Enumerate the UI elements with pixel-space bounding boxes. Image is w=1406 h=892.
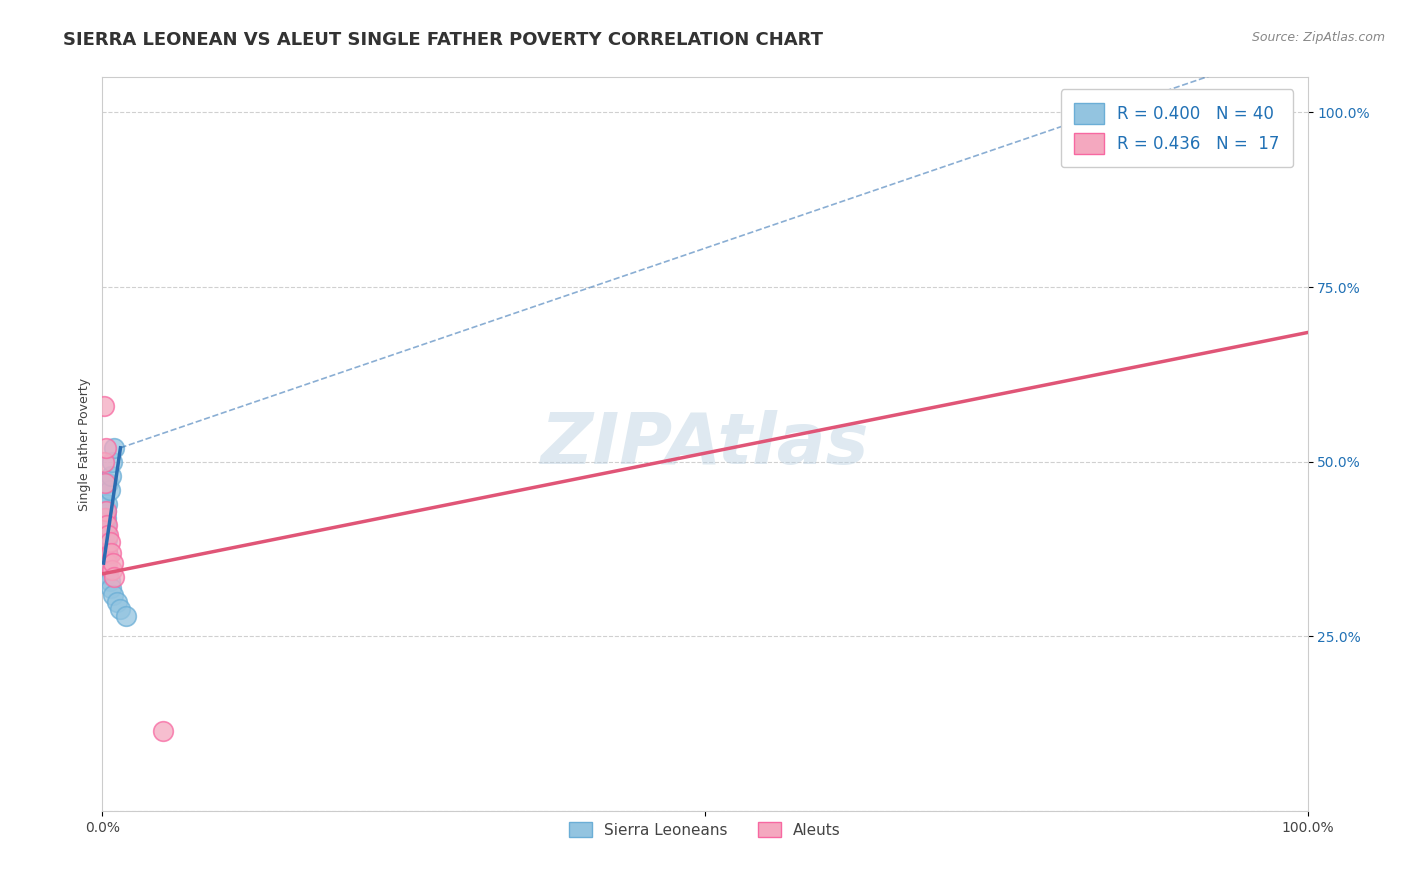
- Point: [96, 556, 118, 570]
- Point: [100, 546, 122, 560]
- Point: [96, 532, 118, 546]
- Point: [93, 528, 115, 542]
- Point: [94, 552, 117, 566]
- Point: [93, 524, 115, 539]
- Point: [103, 570, 125, 584]
- Point: [103, 588, 125, 602]
- Point: [94, 539, 117, 553]
- Point: [93, 504, 115, 518]
- Point: [103, 556, 125, 570]
- Point: [94, 546, 117, 560]
- Point: [94, 510, 117, 524]
- Y-axis label: Single Father Poverty: Single Father Poverty: [79, 377, 91, 511]
- Point: [94, 552, 117, 566]
- Point: [97, 549, 120, 563]
- Point: [96, 517, 118, 532]
- Point: [94, 507, 117, 521]
- Point: [96, 542, 118, 557]
- Point: [110, 601, 132, 615]
- Point: [93, 399, 115, 413]
- Point: [93, 532, 115, 546]
- Legend: Sierra Leoneans, Aleuts: Sierra Leoneans, Aleuts: [562, 815, 848, 844]
- Point: [115, 608, 138, 623]
- Point: [1236, 116, 1258, 130]
- Point: [101, 455, 124, 469]
- Text: Source: ZipAtlas.com: Source: ZipAtlas.com: [1251, 31, 1385, 45]
- Point: [94, 504, 117, 518]
- Point: [94, 504, 117, 518]
- Point: [94, 514, 117, 528]
- Point: [97, 475, 120, 490]
- Point: [152, 723, 174, 738]
- Point: [98, 535, 121, 549]
- Point: [94, 517, 117, 532]
- Point: [93, 455, 115, 469]
- Point: [94, 542, 117, 557]
- Point: [93, 517, 115, 532]
- Point: [96, 497, 118, 511]
- Point: [94, 500, 117, 515]
- Point: [97, 528, 120, 542]
- Point: [105, 594, 128, 608]
- Text: SIERRA LEONEAN VS ALEUT SINGLE FATHER POVERTY CORRELATION CHART: SIERRA LEONEAN VS ALEUT SINGLE FATHER PO…: [63, 31, 824, 49]
- Point: [93, 535, 115, 549]
- Point: [93, 510, 115, 524]
- Point: [1236, 116, 1258, 130]
- Point: [94, 510, 117, 524]
- Point: [98, 483, 121, 497]
- Text: ZIPAtlas: ZIPAtlas: [541, 409, 869, 479]
- Point: [94, 524, 117, 539]
- Point: [94, 475, 117, 490]
- Point: [100, 581, 122, 595]
- Point: [96, 546, 118, 560]
- Point: [94, 559, 117, 574]
- Point: [96, 563, 118, 577]
- Point: [97, 566, 120, 581]
- Point: [94, 441, 117, 455]
- Point: [93, 497, 115, 511]
- Point: [94, 556, 117, 570]
- Point: [98, 574, 121, 588]
- Point: [100, 468, 122, 483]
- Point: [101, 563, 124, 577]
- Point: [103, 441, 125, 455]
